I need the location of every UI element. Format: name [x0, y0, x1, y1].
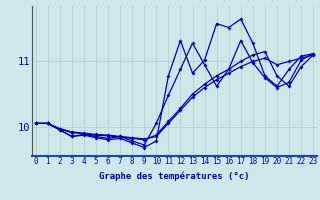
X-axis label: Graphe des températures (°c): Graphe des températures (°c)	[99, 172, 250, 181]
